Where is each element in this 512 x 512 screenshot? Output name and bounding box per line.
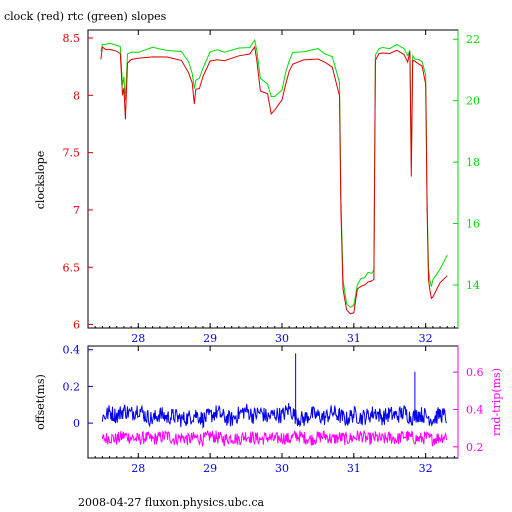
top-plot-frame [87, 29, 459, 329]
series-line-clock [100, 45, 448, 315]
top-y-axis-label: clockslope [34, 151, 47, 209]
bottom-x-axis: 28 29 30 31 32 [87, 346, 455, 475]
x-tick-label: 29 [203, 462, 217, 475]
bottom-y-left-axis: 0 0.2 0.4 [63, 344, 93, 430]
bottom-series-group [101, 353, 448, 448]
top-y-left-axis: 6 6.5 7 7.5 8 8.5 [63, 32, 93, 332]
bottom-y-right-label: rnd-trip(ms) [490, 368, 503, 436]
y-right-tick-label: 16 [466, 218, 480, 231]
y-left-tick-label: 0.2 [63, 380, 81, 393]
y-left-tick-label: 7.5 [63, 147, 81, 160]
y-left-tick-label: 8.5 [63, 32, 81, 45]
x-tick-label: 28 [131, 462, 145, 475]
y-left-tick-label: 6 [73, 319, 80, 332]
y-left-tick-label: 0.4 [63, 344, 81, 357]
y-right-tick-label: 18 [466, 156, 480, 169]
series-line-offset [101, 403, 448, 429]
bottom-y-left-label: offset(ms) [34, 374, 47, 430]
y-left-tick-label: 8 [73, 89, 80, 102]
series-line-rtc [100, 38, 448, 308]
y-right-tick-label: 0.2 [466, 441, 484, 454]
y-left-tick-label: 7 [73, 204, 80, 217]
y-right-tick-label: 22 [466, 33, 480, 46]
series-line-rnd-trip [101, 429, 448, 448]
bottom-y-right-axis: 0.2 0.4 0.6 [453, 346, 484, 458]
top-series-group [100, 38, 448, 315]
x-tick-label: 30 [275, 332, 289, 345]
footer-text: 2008-04-27 fluxon.physics.ubc.ca [78, 496, 264, 509]
y-right-tick-label: 0.6 [466, 366, 484, 379]
y-right-tick-label: 0.4 [466, 403, 484, 416]
y-right-tick-label: 14 [466, 279, 480, 292]
x-tick-label: 32 [419, 332, 433, 345]
page-title: clock (red) rtc (green) slopes [4, 10, 167, 23]
y-right-tick-label: 20 [466, 95, 480, 108]
bottom-chart: 28 29 30 31 32 00.20.4 0.20.40.6 offset(ms) … [34, 344, 503, 475]
y-left-tick-label: 0 [73, 417, 80, 430]
y-left-tick-label: 6.5 [63, 261, 81, 274]
x-tick-label: 31 [347, 462, 361, 475]
x-tick-label: 28 [131, 332, 145, 345]
top-x-axis: 28 29 30 31 32 [87, 30, 455, 345]
top-y-right-axis: 14 16 18 20 22 [453, 30, 480, 328]
x-tick-label: 31 [347, 332, 361, 345]
x-tick-label: 30 [275, 462, 289, 475]
top-chart: 28 29 30 31 32 6 6.5 7 7.5 8 8.5 14 16 18 20 22 clock… [34, 29, 480, 345]
x-tick-label: 32 [419, 462, 433, 475]
x-tick-label: 29 [203, 332, 217, 345]
